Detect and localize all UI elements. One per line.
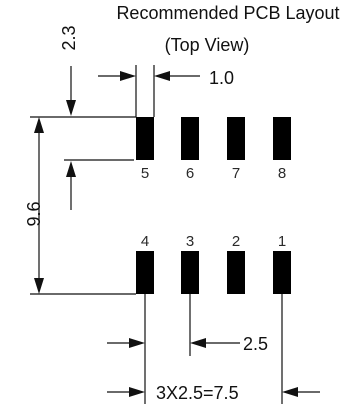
dim-pad-width — [98, 65, 200, 117]
pad-1 — [273, 251, 291, 294]
pad-2 — [227, 251, 245, 294]
pin-label-1: 1 — [278, 233, 286, 250]
pin-label-8: 8 — [278, 165, 286, 182]
dim-pad-width-label: 1.0 — [209, 68, 234, 88]
pad-6 — [181, 117, 199, 160]
dim-pitch-label: 2.5 — [243, 334, 268, 354]
dim-row-spacing-label: 9.6 — [24, 201, 44, 226]
pad-8 — [273, 117, 291, 160]
title-line-2: (Top View) — [165, 35, 250, 55]
pin-label-7: 7 — [232, 165, 240, 182]
dim-vertical-offset — [64, 66, 136, 210]
pin-label-3: 3 — [186, 233, 194, 250]
title-line-1: Recommended PCB Layout — [116, 3, 339, 23]
pin-label-5: 5 — [141, 165, 149, 182]
pad-3 — [181, 251, 199, 294]
dim-pitch — [107, 294, 240, 356]
dim-vertical-offset-label: 2.3 — [59, 25, 79, 50]
pad-5 — [136, 117, 154, 160]
dim-total-pitch — [107, 294, 320, 404]
pin-label-2: 2 — [232, 233, 240, 250]
pad-4 — [136, 251, 154, 294]
dim-total-pitch-label: 3X2.5=7.5 — [156, 383, 239, 403]
dim-row-spacing — [30, 116, 136, 295]
pad-7 — [227, 117, 245, 160]
pin-label-6: 6 — [186, 165, 194, 182]
pin-label-4: 4 — [141, 233, 149, 250]
